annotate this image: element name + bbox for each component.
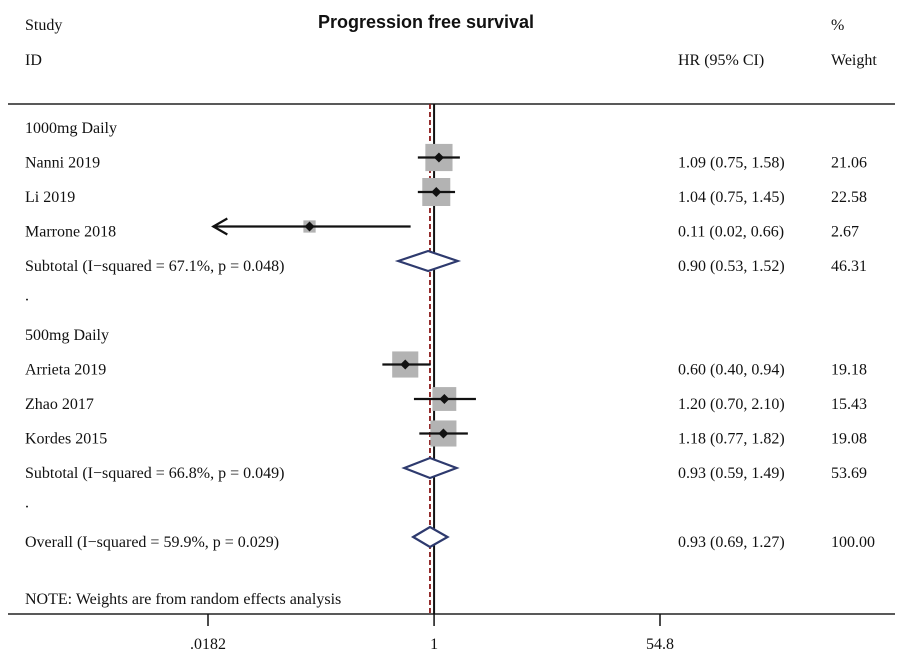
forest-row-study: Nanni 2019 1.09 (0.75, 1.58) 21.06 bbox=[25, 143, 867, 172]
pooled-diamond bbox=[401, 456, 460, 480]
forest-row-study: Marrone 2018 0.11 (0.02, 0.66) 2.67 bbox=[25, 217, 859, 241]
header-study: Study bbox=[25, 17, 62, 34]
row-label: Kordes 2015 bbox=[25, 431, 107, 448]
row-label: Subtotal (I−squared = 66.8%, p = 0.049) bbox=[25, 465, 284, 482]
row-label: Li 2019 bbox=[25, 189, 75, 206]
pooled-diamond bbox=[410, 525, 450, 549]
weight-value: 100.00 bbox=[831, 534, 875, 551]
x-axis: .0182 1 54.8 bbox=[190, 614, 674, 653]
row-label: . bbox=[25, 288, 29, 305]
point-estimate bbox=[400, 359, 411, 370]
point-estimate bbox=[304, 221, 315, 232]
hr-ci-value: 1.09 (0.75, 1.58) bbox=[678, 155, 785, 172]
weight-value: 19.08 bbox=[831, 431, 867, 448]
point-estimate bbox=[438, 428, 449, 439]
weight-value: 21.06 bbox=[831, 155, 867, 172]
forest-row-study: Arrieta 2019 0.60 (0.40, 0.94) 19.18 bbox=[25, 351, 867, 379]
hr-ci-value: 1.18 (0.77, 1.82) bbox=[678, 431, 785, 448]
weight-value: 2.67 bbox=[831, 224, 859, 241]
weight-value: 53.69 bbox=[831, 465, 867, 482]
forest-row-spacer: . bbox=[25, 288, 29, 305]
row-label: Marrone 2018 bbox=[25, 224, 116, 241]
point-estimate bbox=[431, 187, 442, 197]
point-estimate bbox=[439, 394, 450, 404]
header-hr-ci: HR (95% CI) bbox=[678, 52, 764, 69]
header-percent: % bbox=[831, 17, 844, 34]
ci-arrow-left bbox=[211, 217, 228, 236]
forest-row-group: 500mg Daily bbox=[25, 327, 109, 344]
header-id: ID bbox=[25, 52, 42, 69]
header-weight: Weight bbox=[831, 52, 877, 69]
hr-ci-value: 1.04 (0.75, 1.45) bbox=[678, 189, 785, 206]
hr-ci-value: 0.11 (0.02, 0.66) bbox=[678, 224, 784, 241]
forest-row-subtotal: Subtotal (I−squared = 66.8%, p = 0.049) 0… bbox=[25, 456, 867, 482]
hr-ci-value: 0.90 (0.53, 1.52) bbox=[678, 258, 785, 275]
forest-row-study: Li 2019 1.04 (0.75, 1.45) 22.58 bbox=[25, 178, 867, 206]
row-label: Arrieta 2019 bbox=[25, 362, 106, 379]
row-label: 1000mg Daily bbox=[25, 120, 117, 137]
point-estimate bbox=[433, 152, 444, 163]
hr-ci-value: 0.93 (0.59, 1.49) bbox=[678, 465, 785, 482]
footnote: NOTE: Weights are from random effects an… bbox=[25, 591, 341, 608]
row-label: . bbox=[25, 495, 29, 512]
hr-ci-value: 0.93 (0.69, 1.27) bbox=[678, 534, 785, 551]
plot-header: Progression free survival Study ID HR (9… bbox=[25, 12, 877, 69]
row-label: Nanni 2019 bbox=[25, 155, 100, 172]
pooled-diamond bbox=[394, 249, 462, 273]
forest-row-subtotal: Subtotal (I−squared = 67.1%, p = 0.048) 0… bbox=[25, 249, 867, 275]
x-tick-label: 54.8 bbox=[646, 636, 674, 653]
chart-title: Progression free survival bbox=[318, 12, 534, 32]
weight-value: 22.58 bbox=[831, 189, 867, 206]
forest-row-spacer: . bbox=[25, 495, 29, 512]
row-label: Subtotal (I−squared = 67.1%, p = 0.048) bbox=[25, 258, 284, 275]
row-label: Overall (I−squared = 59.9%, p = 0.029) bbox=[25, 534, 279, 551]
forest-row-overall: Overall (I−squared = 59.9%, p = 0.029) 0.… bbox=[25, 525, 875, 551]
x-tick-label: 1 bbox=[430, 636, 438, 653]
row-label: 500mg Daily bbox=[25, 327, 109, 344]
weight-value: 19.18 bbox=[831, 362, 867, 379]
hr-ci-value: 0.60 (0.40, 0.94) bbox=[678, 362, 785, 379]
forest-row-group: 1000mg Daily bbox=[25, 120, 117, 137]
hr-ci-value: 1.20 (0.70, 2.10) bbox=[678, 396, 785, 413]
forest-row-study: Kordes 2015 1.18 (0.77, 1.82) 19.08 bbox=[25, 420, 867, 448]
row-label: Zhao 2017 bbox=[25, 396, 94, 413]
x-tick-label: .0182 bbox=[190, 636, 226, 653]
weight-value: 15.43 bbox=[831, 396, 867, 413]
forest-row-study: Zhao 2017 1.20 (0.70, 2.10) 15.43 bbox=[25, 387, 867, 413]
weight-value: 46.31 bbox=[831, 258, 867, 275]
forest-rows: 1000mg Daily Nanni 2019 1.09 (0.75, 1.58) 2… bbox=[25, 120, 875, 551]
